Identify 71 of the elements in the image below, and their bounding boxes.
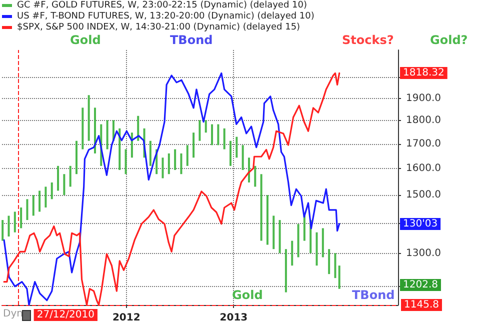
bar xyxy=(260,174,262,241)
bar xyxy=(186,145,188,166)
bar xyxy=(180,153,182,174)
bar xyxy=(272,216,275,250)
bar xyxy=(130,132,133,158)
y-tick-label: 1600.0 xyxy=(406,163,441,174)
bar xyxy=(82,108,84,150)
y-tick-label: 1800.0 xyxy=(406,115,441,126)
bar xyxy=(322,228,324,258)
bar xyxy=(168,153,170,174)
y-tick-label: 1700.0 xyxy=(406,138,441,150)
bar xyxy=(38,190,41,212)
bar xyxy=(137,116,140,141)
annotation: Gold xyxy=(232,288,263,302)
x-tick-label: 2012 xyxy=(112,312,140,323)
bar xyxy=(106,120,108,150)
bar xyxy=(291,240,294,266)
bar xyxy=(44,186,47,208)
y-tick-label: 1900.0 xyxy=(406,93,441,104)
x-tick-label: 2013 xyxy=(220,312,248,323)
bar xyxy=(63,174,66,196)
bar xyxy=(248,158,250,182)
bar xyxy=(2,220,4,241)
ref-line-label: 1145.8 xyxy=(404,300,439,310)
legend-label: $SPX, S&P 500 INDEX, W, 14:30-21:00 (Dynamic) (delayed 15) xyxy=(17,22,300,32)
bar xyxy=(32,195,34,216)
bar xyxy=(26,199,28,220)
bar xyxy=(334,253,336,278)
text: 1202.8 xyxy=(403,280,438,290)
bar xyxy=(57,166,60,191)
bar xyxy=(217,124,220,146)
bar xyxy=(94,108,96,154)
bar xyxy=(50,182,53,200)
bar xyxy=(284,249,287,292)
bar xyxy=(316,232,318,266)
bar xyxy=(192,132,195,158)
bar xyxy=(223,128,226,150)
bar xyxy=(230,140,232,166)
bar xyxy=(242,145,244,170)
bar xyxy=(198,120,201,141)
text: Stocks? xyxy=(342,33,394,47)
bar xyxy=(211,124,214,146)
bar xyxy=(297,224,300,258)
bar xyxy=(328,249,330,274)
bar xyxy=(118,128,121,170)
legend-label: GC #F, GOLD FUTURES, W, 23:00-22:15 (Dynamic) (delayed 10) xyxy=(17,0,307,10)
legend-label: US #F, T-BOND FUTURES, W, 13:20-20:00 (Dynamic) (delayed 10) xyxy=(17,12,314,22)
y-tick-label: 1500.0 xyxy=(406,190,441,201)
text: 130'03 xyxy=(403,218,438,230)
bar xyxy=(338,266,340,289)
text: Gold? xyxy=(430,33,468,47)
bar xyxy=(149,140,152,166)
text: Gold xyxy=(70,33,101,47)
bar xyxy=(236,136,238,158)
text: Dyn xyxy=(3,308,23,320)
y-tick-label: 1300.0 xyxy=(406,248,441,259)
annotation: TBond xyxy=(352,288,395,302)
bar xyxy=(303,216,306,241)
bar xyxy=(88,95,90,141)
bar xyxy=(278,220,281,254)
bar xyxy=(14,212,16,232)
ref-line-label: 27/12/2010 xyxy=(36,310,94,320)
bar xyxy=(76,140,78,174)
text: 1818.32 xyxy=(403,68,444,78)
bar xyxy=(69,166,72,187)
bar xyxy=(204,120,207,133)
bar xyxy=(20,207,22,228)
text: TBond xyxy=(170,33,213,47)
bar xyxy=(162,158,164,178)
bar xyxy=(266,195,268,245)
bar xyxy=(174,149,176,170)
